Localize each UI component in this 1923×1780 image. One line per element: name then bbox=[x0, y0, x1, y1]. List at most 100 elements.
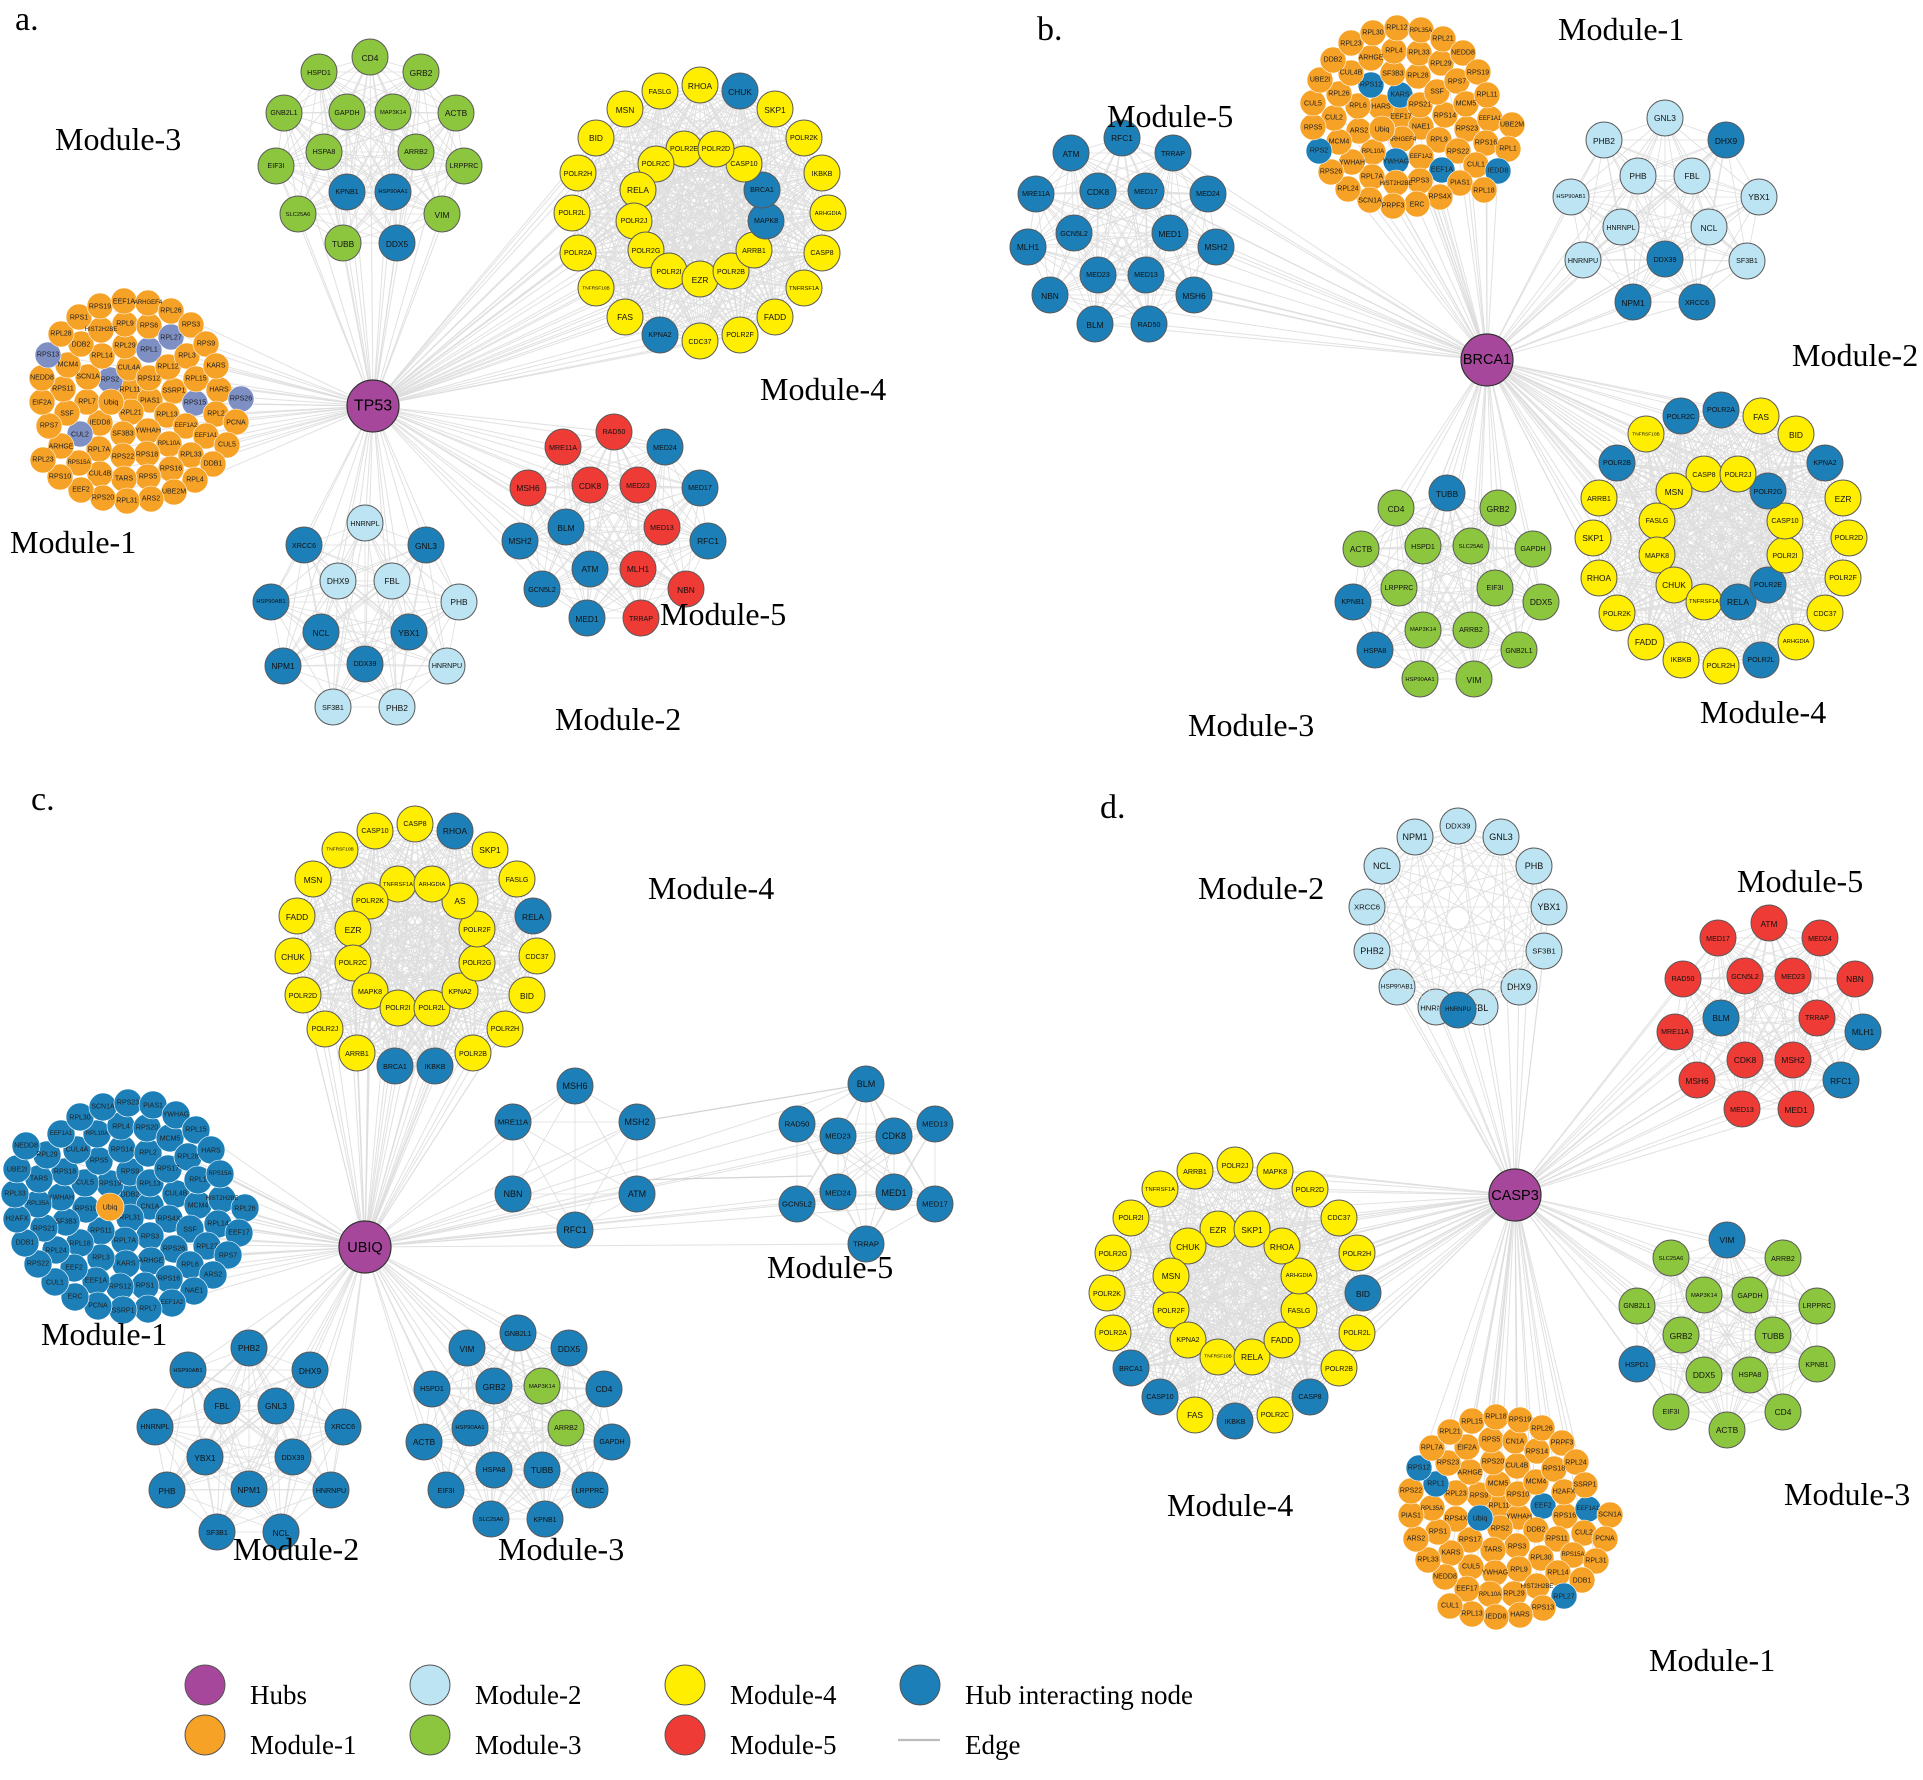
svg-text:MED13: MED13 bbox=[650, 524, 674, 532]
svg-text:HSPD1: HSPD1 bbox=[420, 1385, 444, 1393]
svg-text:EEF1A1: EEF1A1 bbox=[1479, 116, 1502, 122]
svg-text:d.: d. bbox=[1100, 789, 1126, 826]
svg-text:CD4: CD4 bbox=[596, 1384, 613, 1394]
svg-text:GRB2: GRB2 bbox=[1487, 504, 1510, 514]
svg-text:YWHAH: YWHAH bbox=[48, 1195, 74, 1202]
svg-text:KPNB1: KPNB1 bbox=[1341, 598, 1364, 606]
svg-text:RPL14: RPL14 bbox=[1547, 1570, 1569, 1577]
svg-text:MSH2: MSH2 bbox=[1204, 242, 1228, 252]
svg-text:BLM: BLM bbox=[557, 523, 574, 533]
svg-text:ARRB2: ARRB2 bbox=[1459, 626, 1483, 634]
svg-text:RPL15: RPL15 bbox=[185, 1127, 207, 1134]
svg-text:Ubiq: Ubiq bbox=[103, 1203, 118, 1212]
svg-text:SSRP1: SSRP1 bbox=[112, 1308, 135, 1315]
svg-text:EIF2A: EIF2A bbox=[32, 400, 52, 407]
svg-text:DDX39: DDX39 bbox=[282, 1454, 305, 1462]
svg-text:RPL18: RPL18 bbox=[1473, 188, 1495, 195]
svg-text:RPS4X: RPS4X bbox=[158, 1216, 181, 1223]
svg-text:FBL: FBL bbox=[384, 576, 400, 586]
svg-text:RPS23: RPS23 bbox=[117, 1100, 139, 1107]
svg-text:RPL21: RPL21 bbox=[1432, 36, 1454, 43]
svg-text:BID: BID bbox=[1356, 1289, 1370, 1299]
svg-text:DDB2: DDB2 bbox=[72, 342, 91, 349]
svg-text:DDB2: DDB2 bbox=[1527, 1527, 1546, 1534]
svg-text:XRCC6: XRCC6 bbox=[331, 1423, 355, 1431]
svg-text:CN1A: CN1A bbox=[1506, 1439, 1525, 1446]
svg-text:YWHAG: YWHAG bbox=[1383, 159, 1409, 166]
svg-text:BID: BID bbox=[589, 133, 603, 143]
svg-text:NAE1: NAE1 bbox=[1412, 124, 1430, 131]
svg-text:BID: BID bbox=[520, 991, 534, 1001]
svg-text:BRCA1: BRCA1 bbox=[383, 1063, 407, 1071]
svg-text:RPL30: RPL30 bbox=[1362, 30, 1384, 37]
svg-text:CHUK: CHUK bbox=[1662, 580, 1686, 590]
svg-text:RPS14: RPS14 bbox=[111, 1147, 133, 1154]
svg-text:NPM1: NPM1 bbox=[271, 661, 295, 671]
svg-text:CUL4A: CUL4A bbox=[118, 365, 141, 372]
svg-text:RPS21: RPS21 bbox=[33, 1226, 55, 1233]
svg-text:SLC25A6: SLC25A6 bbox=[1459, 544, 1484, 550]
svg-text:POLR2G: POLR2G bbox=[1099, 1250, 1128, 1258]
svg-text:MSH6: MSH6 bbox=[1685, 1076, 1709, 1086]
svg-text:IKBKB: IKBKB bbox=[812, 170, 833, 178]
svg-text:BID: BID bbox=[1789, 430, 1803, 440]
svg-text:TRRAP: TRRAP bbox=[1805, 1014, 1829, 1022]
svg-text:ARHGE: ARHGE bbox=[139, 1258, 164, 1265]
svg-text:NEDD8: NEDD8 bbox=[1433, 1574, 1457, 1581]
svg-text:RPL28: RPL28 bbox=[1407, 73, 1429, 80]
svg-text:RPL7A: RPL7A bbox=[114, 1238, 137, 1245]
svg-text:EEF1A: EEF1A bbox=[113, 299, 136, 306]
svg-text:YWHAH: YWHAH bbox=[1506, 1514, 1532, 1521]
svg-text:POLR2E: POLR2E bbox=[670, 145, 698, 153]
svg-text:PHB2: PHB2 bbox=[238, 1343, 260, 1353]
svg-text:SF3B3: SF3B3 bbox=[55, 1219, 77, 1226]
svg-text:RPS3: RPS3 bbox=[1411, 178, 1429, 185]
svg-text:DDX5: DDX5 bbox=[558, 1344, 581, 1354]
svg-text:ARRB2: ARRB2 bbox=[404, 148, 428, 156]
svg-text:POLR2J: POLR2J bbox=[312, 1025, 339, 1033]
svg-text:POLR2J: POLR2J bbox=[1222, 1162, 1249, 1170]
svg-text:EEF2: EEF2 bbox=[65, 1265, 83, 1272]
svg-text:MED17: MED17 bbox=[922, 1200, 948, 1209]
svg-text:RPS22: RPS22 bbox=[1400, 1488, 1422, 1495]
svg-text:CUL4B: CUL4B bbox=[89, 471, 112, 478]
svg-text:Module-3: Module-3 bbox=[498, 1531, 624, 1567]
svg-text:Module-4: Module-4 bbox=[730, 1680, 837, 1710]
svg-text:ARHGE: ARHGE bbox=[1359, 55, 1384, 62]
svg-text:MAP3K14: MAP3K14 bbox=[1691, 1293, 1718, 1299]
svg-text:ARHGE: ARHGE bbox=[1458, 1470, 1483, 1477]
svg-text:POLR2L: POLR2L bbox=[418, 1004, 445, 1012]
svg-text:Edge: Edge bbox=[965, 1730, 1020, 1760]
svg-text:CDC37: CDC37 bbox=[525, 953, 548, 961]
svg-text:MAPK8: MAPK8 bbox=[1263, 1168, 1287, 1176]
svg-text:RPS11: RPS11 bbox=[1546, 1536, 1568, 1543]
svg-text:KPNB1: KPNB1 bbox=[335, 188, 358, 196]
svg-text:MCM4: MCM4 bbox=[1329, 139, 1350, 146]
svg-text:RPL7A: RPL7A bbox=[1421, 1445, 1444, 1452]
svg-text:RPS10: RPS10 bbox=[1507, 1492, 1529, 1499]
svg-text:RPS7: RPS7 bbox=[40, 423, 58, 430]
svg-text:IKBKB: IKBKB bbox=[1225, 1418, 1246, 1426]
svg-text:GRB2: GRB2 bbox=[410, 68, 433, 78]
svg-text:RPS12: RPS12 bbox=[138, 376, 160, 383]
svg-text:RPL33: RPL33 bbox=[1408, 50, 1430, 57]
svg-text:RPL4: RPL4 bbox=[112, 1124, 130, 1131]
svg-text:KARS: KARS bbox=[1441, 1550, 1460, 1557]
svg-text:YWHAH: YWHAH bbox=[1339, 160, 1365, 167]
svg-text:MCM5: MCM5 bbox=[1488, 1481, 1509, 1488]
svg-text:UBE2I: UBE2I bbox=[1310, 77, 1330, 84]
svg-text:CD4: CD4 bbox=[1775, 1407, 1792, 1417]
svg-text:RPL7A: RPL7A bbox=[1361, 174, 1384, 181]
svg-text:GRB2: GRB2 bbox=[1670, 1331, 1693, 1341]
svg-text:CD4: CD4 bbox=[1388, 504, 1405, 514]
svg-text:HSP90AB1: HSP90AB1 bbox=[256, 599, 285, 605]
svg-text:CUL4B: CUL4B bbox=[165, 1191, 188, 1198]
svg-text:HNRNPU: HNRNPU bbox=[1568, 257, 1598, 265]
svg-text:RELA: RELA bbox=[1241, 1352, 1263, 1362]
svg-text:HNRNPL: HNRNPL bbox=[1606, 224, 1635, 232]
svg-text:RPL2: RPL2 bbox=[139, 1150, 157, 1157]
svg-text:Module-1: Module-1 bbox=[1558, 11, 1684, 47]
svg-text:RHOA: RHOA bbox=[1587, 573, 1612, 583]
svg-text:EEF1A: EEF1A bbox=[85, 1278, 108, 1285]
svg-text:CHUK: CHUK bbox=[728, 87, 752, 97]
